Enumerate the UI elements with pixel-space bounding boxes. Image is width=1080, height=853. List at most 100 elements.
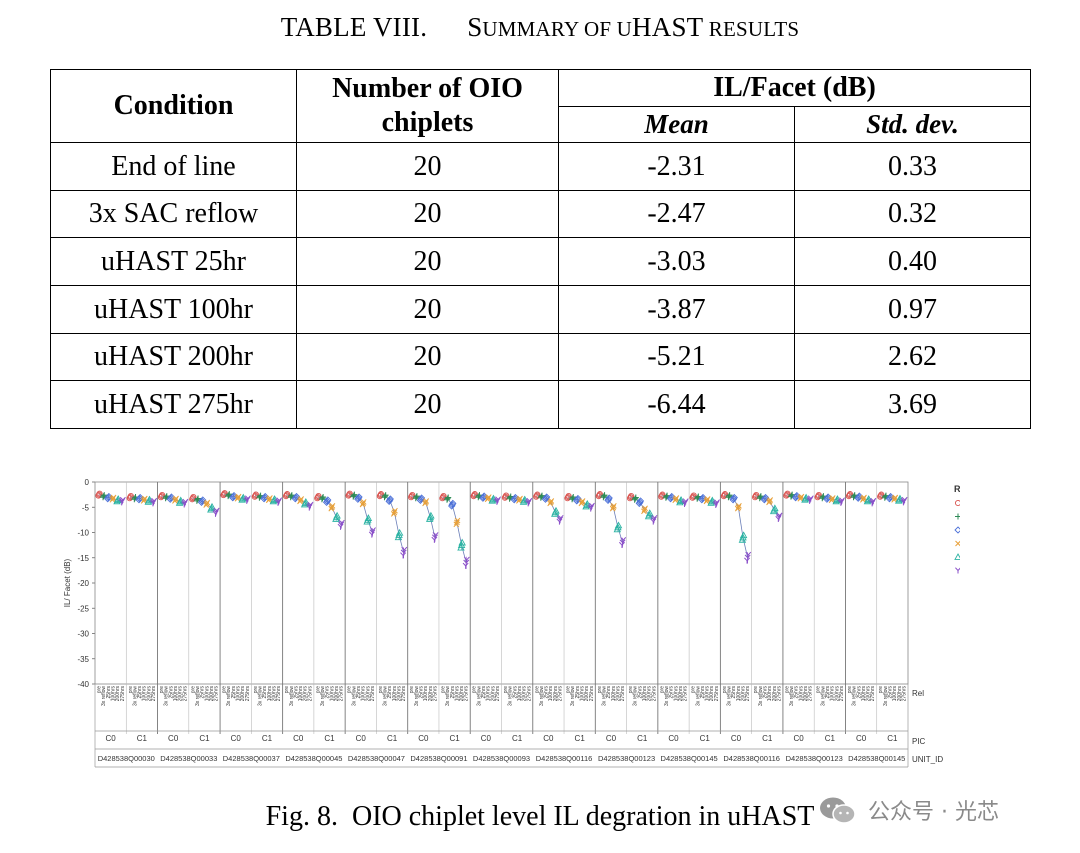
rel-tick-label: 25hrs xyxy=(794,686,800,699)
data-point xyxy=(288,493,295,500)
data-point xyxy=(771,504,779,512)
data-point xyxy=(600,493,607,500)
data-point xyxy=(462,562,469,569)
data-point xyxy=(195,495,202,502)
rel-tick-label: 3x reflow xyxy=(101,686,107,706)
rel-tick-label: 100hrs xyxy=(861,686,867,702)
rel-tick-label: 275hrs xyxy=(245,686,251,702)
unit-label: D428538Q00033 xyxy=(160,754,217,763)
data-point xyxy=(329,503,336,509)
data-point xyxy=(119,496,126,503)
rel-tick-label: 200hrs xyxy=(897,686,903,702)
data-point xyxy=(100,493,107,500)
data-point xyxy=(632,494,639,501)
rel-tick-label: 275hrs xyxy=(464,686,470,702)
data-point xyxy=(829,495,836,501)
rel-tick-label: 275hrs xyxy=(620,686,626,702)
y-tick-label: -20 xyxy=(77,579,89,588)
data-point xyxy=(677,496,685,503)
rel-tick-label: 275hrs xyxy=(370,686,376,702)
data-point xyxy=(708,496,717,504)
rel-tick-label: 275hrs xyxy=(151,686,157,702)
cell-condition: 3x SAC reflow xyxy=(50,190,297,238)
data-point xyxy=(798,493,805,500)
data-point xyxy=(423,498,430,504)
pic-label: C0 xyxy=(668,734,679,743)
rel-tick-label: 25hrs xyxy=(544,686,550,699)
data-point xyxy=(861,494,867,501)
data-point xyxy=(807,495,814,502)
unit-label: D428538Q00047 xyxy=(348,754,405,763)
data-point xyxy=(382,492,389,499)
data-point xyxy=(370,527,376,534)
data-point xyxy=(431,534,438,541)
cell-condition: uHAST 25hr xyxy=(50,237,297,286)
rel-tick-label: 3x reflow xyxy=(883,686,889,706)
rel-tick-label: 200hrs xyxy=(772,686,778,702)
rel-tick-label: 200hrs xyxy=(834,686,840,702)
data-point xyxy=(704,496,711,502)
pic-label: C1 xyxy=(324,734,335,743)
rel-tick-label: 200hrs xyxy=(271,686,277,702)
data-point xyxy=(141,495,148,502)
series-line xyxy=(724,494,749,558)
data-point xyxy=(463,556,470,563)
data-point xyxy=(454,519,460,526)
cell-std: 3.69 xyxy=(794,380,1031,429)
rel-tick-label: pre xyxy=(378,686,384,693)
rel-tick-label: 100hrs xyxy=(767,686,773,702)
rel-tick-label: 3x reflow xyxy=(727,686,733,706)
data-point xyxy=(839,497,846,504)
unit-label: D428538Q00093 xyxy=(473,754,530,763)
rel-tick-label: 25hrs xyxy=(606,686,612,699)
data-point xyxy=(432,532,439,539)
rel-tick-label: 25hrs xyxy=(575,686,581,699)
data-point xyxy=(368,531,375,538)
rel-tick-label: 3x reflow xyxy=(539,686,545,706)
pic-label: C0 xyxy=(856,734,867,743)
rel-tick-label: 3x reflow xyxy=(351,686,357,706)
rel-tick-label: 200hrs xyxy=(178,686,184,702)
data-point xyxy=(213,507,220,514)
data-point xyxy=(182,498,189,505)
watermark: 公众号 · 光芯 xyxy=(818,790,999,830)
rel-tick-label: 3x reflow xyxy=(195,686,201,706)
rel-tick-label: 25hrs xyxy=(481,686,487,699)
legend-marker xyxy=(955,540,960,547)
rel-tick-label: pre xyxy=(628,686,634,693)
cell-mean: -6.44 xyxy=(558,380,795,429)
rel-tick-label: 275hrs xyxy=(714,686,720,702)
data-point xyxy=(417,494,426,502)
rel-tick-label: 100hrs xyxy=(736,686,742,702)
rel-tick-label: 275hrs xyxy=(495,686,501,702)
rel-tick-label: 275hrs xyxy=(776,686,782,702)
data-point xyxy=(646,509,654,517)
figure-text: OIO chiplet level IL degration in uHAST xyxy=(351,801,815,832)
wechat-icon xyxy=(820,797,856,824)
data-point xyxy=(611,503,617,509)
series-line xyxy=(349,494,373,533)
pic-label: C0 xyxy=(481,734,492,743)
data-point xyxy=(333,511,341,519)
data-point xyxy=(360,499,367,505)
y-axis-label: IL/ Facet (dB) xyxy=(63,558,72,607)
header-std: Std. dev. xyxy=(794,106,1031,143)
data-point xyxy=(96,490,103,497)
data-point xyxy=(110,494,117,501)
data-point xyxy=(307,501,314,508)
data-point xyxy=(390,510,397,517)
data-point xyxy=(292,492,301,501)
data-point xyxy=(736,503,742,509)
data-point xyxy=(485,494,492,500)
rel-tick-label: pre xyxy=(128,686,134,693)
rel-tick-label: 3x reflow xyxy=(633,686,639,706)
rel-tick-label: 200hrs xyxy=(803,686,809,702)
rel-tick-label: pre xyxy=(534,686,540,693)
data-point xyxy=(337,523,344,530)
rel-tick-label: 100hrs xyxy=(423,686,429,702)
rel-tick-label: 3x reflow xyxy=(758,686,764,706)
data-point xyxy=(324,496,332,504)
data-point xyxy=(726,492,733,499)
cell-count: 20 xyxy=(296,380,559,429)
rel-tick-label: 3x reflow xyxy=(258,686,264,706)
